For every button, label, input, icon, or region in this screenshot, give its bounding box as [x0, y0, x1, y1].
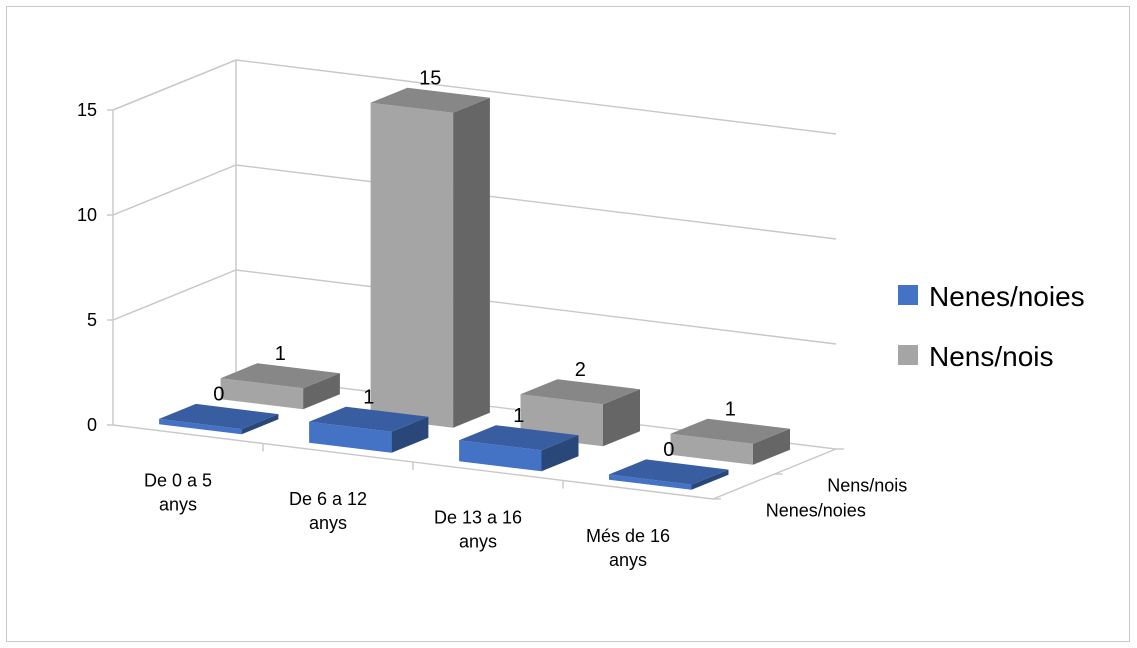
gridline — [112, 164, 837, 240]
data-label: 2 — [575, 359, 586, 381]
category-label-line: anys — [609, 550, 647, 570]
bar-nenes-noies-0 — [159, 403, 279, 435]
legend-swatch — [898, 345, 918, 365]
data-label: 1 — [275, 343, 286, 365]
side-wall — [112, 58, 237, 425]
bar-nenes-noies-1 — [309, 406, 429, 453]
bar-top — [309, 406, 429, 432]
bar-side — [303, 373, 340, 410]
bar-side — [753, 428, 790, 465]
bar-top — [159, 403, 279, 430]
category-labels: De 0 a 5 anys De 6 a 12 anys De 13 a 16 anys M… — [144, 470, 670, 570]
bar-nens-nois-3 — [670, 418, 790, 465]
bar-nens-nois-0 — [220, 363, 340, 410]
category-label-line: De 13 a 16 — [434, 507, 522, 527]
chart-walls — [112, 58, 237, 425]
bar-front — [220, 378, 304, 410]
bar-nenes-noies-2 — [459, 425, 579, 472]
y-tick-label: 0 — [87, 415, 97, 435]
gridlines — [112, 59, 837, 345]
data-labels: 1 15 2 1 0 1 1 0 — [213, 67, 736, 461]
depth-labels: Nens/nois Nenes/noies — [766, 476, 908, 521]
legend-label: Nenes/noies — [929, 281, 1085, 312]
legend: Nenes/noies Nens/nois — [898, 281, 1085, 372]
data-label: 15 — [419, 67, 441, 89]
y-tick-label: 5 — [87, 310, 97, 330]
bar-side — [541, 435, 579, 472]
bar-top — [459, 425, 579, 451]
y-tick-label: 10 — [77, 205, 97, 225]
bar-top — [370, 87, 490, 113]
y-tick-label: 15 — [77, 100, 97, 120]
data-label: 0 — [663, 439, 674, 461]
bar-front — [609, 474, 692, 490]
category-label: De 13 a 16 anys — [434, 507, 522, 551]
bars — [159, 87, 790, 490]
depth-label: Nens/nois — [827, 476, 907, 496]
bar-front — [670, 433, 753, 465]
bar-front — [159, 418, 242, 435]
bar-top — [609, 459, 729, 485]
bar-side — [603, 389, 640, 447]
category-label-line: Més de 16 — [586, 526, 670, 546]
category-label: Més de 16 anys — [586, 526, 670, 570]
bar-side — [391, 416, 429, 453]
y-tick-labels: 0 5 10 15 — [77, 100, 113, 435]
bar-nens-nois-1 — [370, 87, 490, 428]
category-label-line: anys — [309, 513, 347, 533]
bar-side — [453, 97, 490, 428]
bar-side — [691, 469, 729, 490]
category-label-line: anys — [459, 531, 497, 551]
depth-label: Nenes/noies — [766, 501, 866, 521]
bar-nenes-noies-3 — [609, 459, 729, 490]
bar-front — [309, 421, 392, 453]
category-label-line: De 0 a 5 — [144, 470, 212, 490]
legend-label: Nens/nois — [929, 341, 1054, 372]
bar-top — [220, 363, 340, 389]
data-label: 1 — [725, 398, 736, 420]
data-label: 1 — [363, 386, 374, 408]
category-label: De 0 a 5 anys — [144, 470, 212, 514]
gridline — [112, 59, 837, 135]
data-label: 1 — [513, 405, 524, 427]
gridline — [112, 269, 837, 345]
bar-front — [370, 102, 454, 428]
bar-side — [241, 414, 279, 435]
category-label-line: De 6 a 12 — [289, 489, 367, 509]
bar-top — [520, 379, 640, 405]
legend-swatch — [898, 285, 918, 305]
category-label: De 6 a 12 anys — [289, 489, 367, 533]
bar-top — [670, 418, 790, 444]
category-label-line: anys — [159, 494, 197, 514]
chart-frame: 0 5 10 15 De 0 a 5 anys De 6 a 12 anys De 13 a … — [6, 6, 1130, 642]
bar-front — [459, 440, 542, 472]
data-label: 0 — [213, 384, 224, 406]
